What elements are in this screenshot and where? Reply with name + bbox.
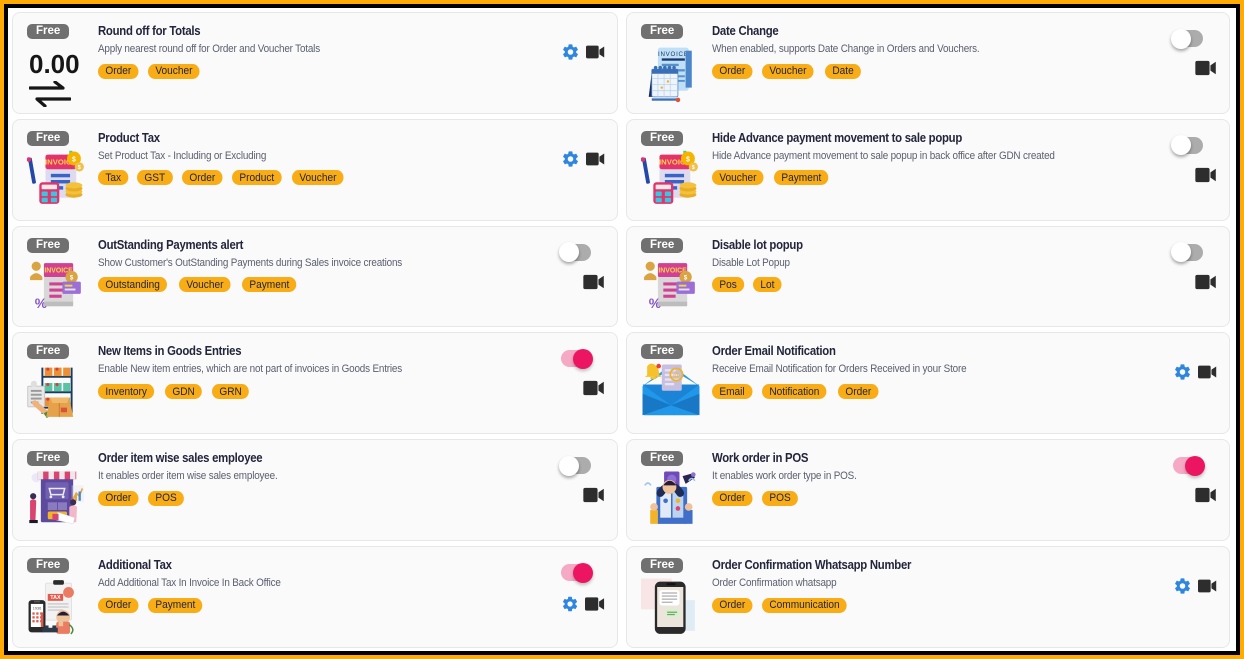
svg-text:@: @ — [673, 373, 680, 380]
svg-text:$: $ — [686, 156, 690, 163]
svg-text:$: $ — [70, 274, 74, 281]
svg-text:TAX: TAX — [50, 595, 61, 601]
svg-text:$: $ — [78, 165, 81, 171]
svg-text:$: $ — [692, 165, 695, 171]
svg-text:$: $ — [684, 274, 688, 281]
svg-text:INVOICE: INVOICE — [658, 51, 689, 58]
svg-text:$: $ — [72, 156, 76, 163]
svg-text:1936: 1936 — [33, 606, 42, 610]
